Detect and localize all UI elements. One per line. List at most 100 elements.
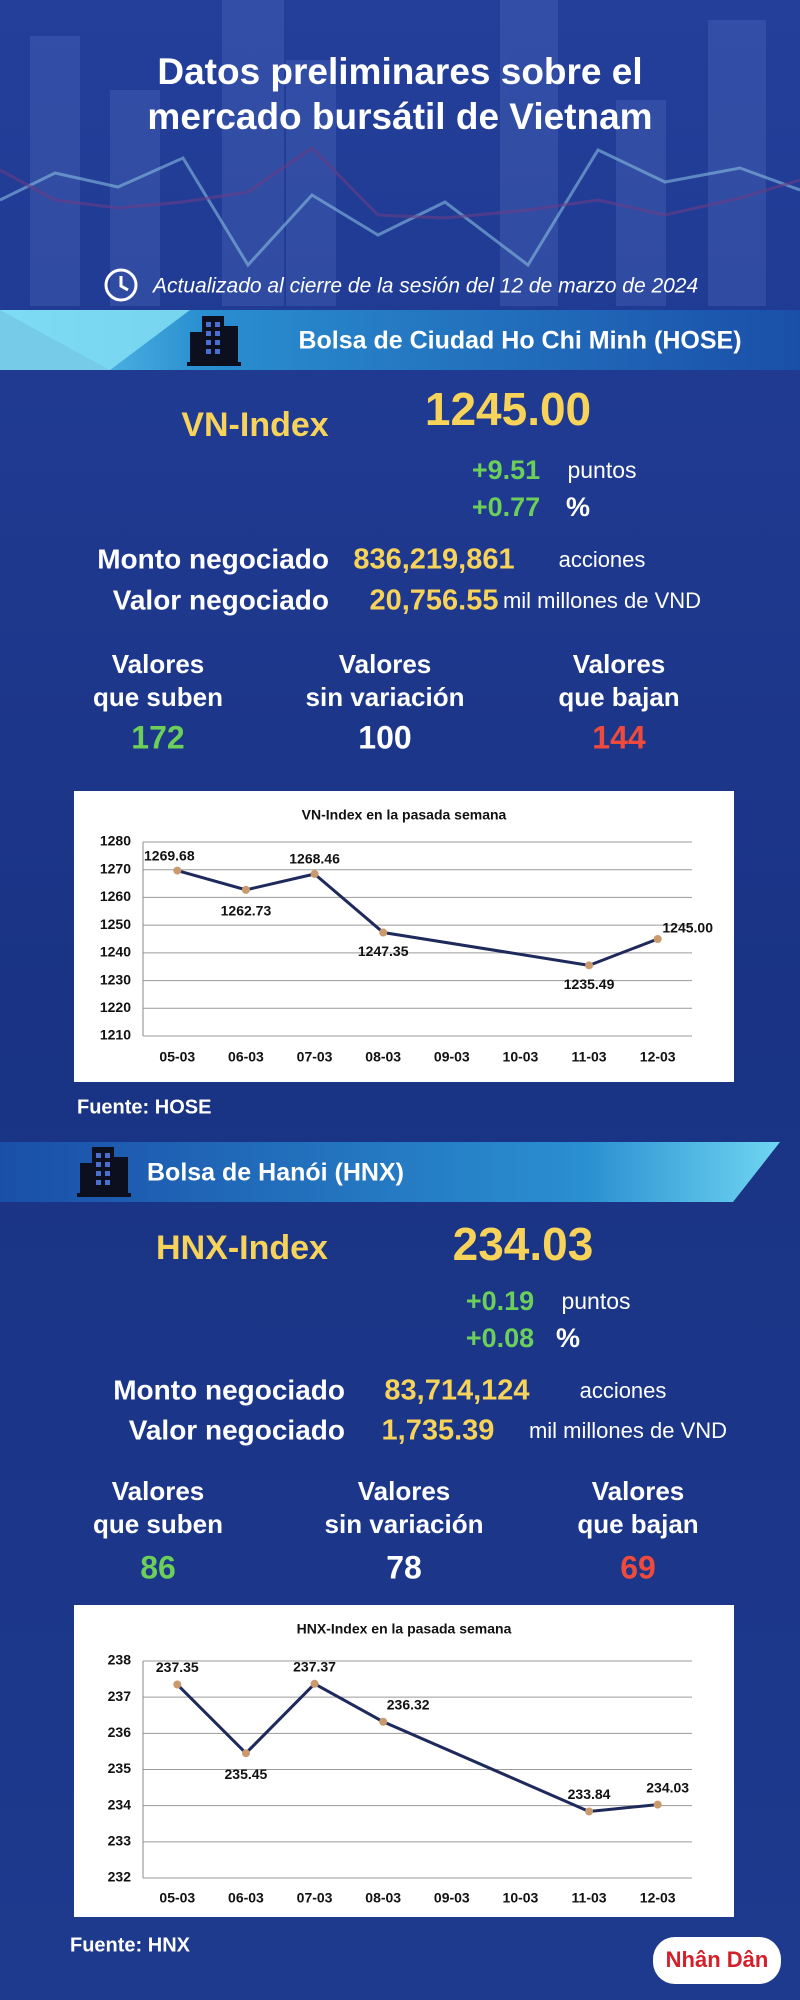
building-icon — [80, 1163, 94, 1195]
data-label: 235.45 — [225, 1766, 268, 1782]
x-tick-label: 05-03 — [159, 1890, 195, 1906]
index-value: 234.03 — [453, 1218, 594, 1270]
x-tick-label: 07-03 — [297, 1049, 333, 1065]
x-tick-label: 08-03 — [365, 1890, 401, 1906]
data-label: 237.35 — [156, 1659, 199, 1675]
clock-icon — [119, 276, 129, 292]
advancers-count: 172 — [131, 719, 184, 755]
pct-unit: % — [556, 1323, 580, 1353]
building-window — [215, 331, 220, 336]
y-tick-label: 1220 — [100, 999, 131, 1015]
logo: Nhân Dân — [666, 1947, 769, 1972]
unchanged-label: Valores — [339, 649, 432, 679]
advancers-label: que suben — [93, 682, 223, 712]
y-tick-label: 235 — [108, 1760, 132, 1776]
decliners-count: 69 — [620, 1549, 656, 1585]
volume-unit: acciones — [559, 547, 646, 572]
section-banner — [0, 310, 190, 370]
building-icon — [77, 1147, 131, 1197]
data-label: 1235.49 — [564, 976, 615, 992]
building-window — [96, 1171, 101, 1176]
exchange-name: Bolsa de Hanói (HNX) — [147, 1159, 404, 1187]
y-tick-label: 1260 — [100, 888, 131, 904]
building-window — [206, 331, 211, 336]
value: 1,735.39 — [382, 1415, 495, 1447]
line-series — [176, 1682, 384, 1755]
change-pct: +0.77 — [472, 492, 540, 522]
header-decoration — [30, 0, 766, 306]
data-point — [585, 961, 594, 970]
pct-unit: % — [566, 492, 590, 522]
building-icon — [77, 1193, 131, 1197]
building-window — [215, 349, 220, 354]
change-points: +9.51 — [472, 455, 540, 485]
line-bridge — [382, 931, 590, 967]
building-window — [215, 340, 220, 345]
data-label: 1247.35 — [358, 943, 409, 959]
data-point — [310, 1679, 319, 1688]
building-window — [96, 1153, 101, 1158]
data-point — [173, 866, 182, 875]
building-icon — [190, 332, 204, 364]
y-tick-label: 1210 — [100, 1027, 131, 1043]
header-decoration — [0, 146, 800, 220]
line-series — [588, 1803, 658, 1813]
x-tick-label: 08-03 — [365, 1049, 401, 1065]
source: Fuente: HOSE — [77, 1096, 211, 1118]
building-window — [96, 1180, 101, 1185]
y-tick-label: 1250 — [100, 916, 131, 932]
y-tick-label: 233 — [108, 1833, 132, 1849]
unchanged-count: 78 — [386, 1549, 422, 1585]
chart-title: VN-Index en la pasada semana — [302, 807, 507, 823]
building-window — [206, 349, 211, 354]
data-label: 1245.00 — [662, 920, 713, 936]
x-tick-label: 05-03 — [159, 1049, 195, 1065]
data-point — [379, 1717, 388, 1726]
data-label: 237.37 — [293, 1658, 336, 1674]
change-points: +0.19 — [466, 1286, 534, 1316]
volume-label: Monto negociado — [113, 1374, 345, 1405]
unchanged-count: 100 — [358, 719, 411, 755]
data-point — [241, 885, 250, 894]
building-icon — [202, 316, 224, 364]
value-unit: mil millones de VND — [503, 588, 701, 613]
building-window — [215, 322, 220, 327]
unchanged-label: sin variación — [325, 1509, 484, 1539]
decliners-label: Valores — [592, 1476, 685, 1506]
y-tick-label: 1230 — [100, 971, 131, 987]
building-window — [96, 1162, 101, 1167]
building-icon — [187, 362, 241, 366]
building-window — [105, 1153, 110, 1158]
decliners-count: 144 — [592, 719, 646, 755]
logo-badge — [653, 1937, 781, 1984]
y-tick-label: 1270 — [100, 860, 131, 876]
y-tick-label: 237 — [108, 1688, 132, 1704]
line-series — [588, 937, 659, 967]
x-tick-label: 10-03 — [503, 1049, 539, 1065]
x-tick-label: 10-03 — [503, 1890, 539, 1906]
data-point — [173, 1680, 182, 1689]
value: 20,756.55 — [369, 585, 498, 617]
chart-title: HNX-Index en la pasada semana — [297, 1621, 512, 1637]
exchange-name: Bolsa de Ciudad Ho Chi Minh (HOSE) — [298, 327, 741, 355]
building-window — [105, 1171, 110, 1176]
value-unit: mil millones de VND — [529, 1418, 727, 1443]
x-tick-label: 06-03 — [228, 1049, 264, 1065]
decliners-label: que bajan — [558, 682, 679, 712]
x-tick-label: 12-03 — [640, 1049, 676, 1065]
x-tick-label: 07-03 — [297, 1890, 333, 1906]
x-tick-label: 09-03 — [434, 1890, 470, 1906]
volume-unit: acciones — [580, 1378, 667, 1403]
data-point — [653, 935, 662, 943]
index-name: HNX-Index — [156, 1229, 328, 1267]
points-unit: puntos — [561, 1288, 630, 1314]
y-tick-label: 234 — [108, 1796, 132, 1812]
y-tick-label: 232 — [108, 1869, 132, 1885]
building-window — [105, 1162, 110, 1167]
data-point — [310, 869, 319, 878]
volume-label: Monto negociado — [97, 543, 329, 574]
data-label: 1269.68 — [144, 847, 195, 863]
value-label: Valor negociado — [113, 584, 329, 615]
